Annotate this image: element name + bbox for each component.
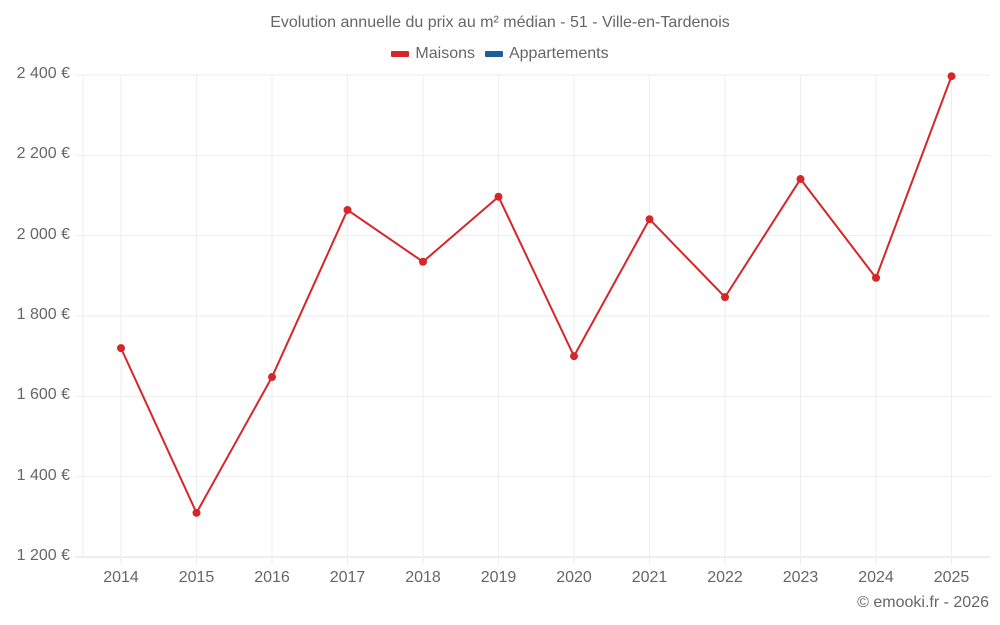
data-point[interactable] bbox=[570, 352, 578, 361]
data-point[interactable] bbox=[419, 257, 427, 266]
legend-label-appartements: Appartements bbox=[508, 45, 609, 62]
x-tick-label: 2017 bbox=[329, 569, 366, 586]
data-point[interactable] bbox=[268, 373, 276, 382]
x-tick-label: 2018 bbox=[405, 569, 441, 586]
x-tick-label: 2020 bbox=[556, 569, 592, 586]
data-point[interactable] bbox=[645, 215, 654, 224]
y-tick-label: 1 800 € bbox=[16, 306, 70, 323]
y-tick-label: 1 200 € bbox=[16, 547, 70, 564]
data-point[interactable] bbox=[721, 293, 729, 302]
x-tick-label: 2021 bbox=[631, 569, 668, 586]
data-point[interactable] bbox=[796, 175, 805, 184]
y-tick-label: 1 400 € bbox=[16, 466, 70, 484]
data-point[interactable] bbox=[117, 344, 125, 353]
data-point[interactable] bbox=[947, 72, 956, 81]
x-tick-label: 2023 bbox=[782, 569, 819, 586]
legend-item-maisons[interactable]: Maisons bbox=[391, 45, 475, 63]
data-point[interactable] bbox=[494, 192, 503, 201]
x-tick-label: 2022 bbox=[707, 569, 743, 586]
data-point[interactable] bbox=[192, 508, 201, 517]
series-line-maisons bbox=[120, 75, 953, 514]
credit-text: © emooki.fr - 2026 bbox=[857, 594, 989, 611]
x-tick-label: 2014 bbox=[103, 569, 139, 586]
y-tick-label: 2 000 € bbox=[16, 225, 70, 243]
data-point[interactable] bbox=[872, 273, 880, 282]
x-tick-label: 2016 bbox=[254, 569, 290, 586]
data-point[interactable] bbox=[343, 205, 352, 214]
legend-label-maisons: Maisons bbox=[415, 45, 475, 62]
chart-legend: Maisons Appartements bbox=[0, 45, 1000, 63]
x-tick-label: 2015 bbox=[178, 569, 215, 586]
y-tick-label: 2 400 € bbox=[16, 65, 70, 82]
x-tick-label: 2025 bbox=[933, 569, 970, 586]
y-tick-label: 2 200 € bbox=[16, 145, 70, 163]
legend-item-appartements[interactable]: Appartements bbox=[484, 45, 609, 63]
chart-title: Evolution annuelle du prix au m² médian … bbox=[270, 14, 730, 31]
legend-swatch-maisons bbox=[391, 51, 410, 57]
legend-swatch-appartements bbox=[484, 51, 503, 57]
x-tick-label: 2019 bbox=[480, 569, 517, 586]
x-tick-label: 2024 bbox=[858, 569, 894, 586]
y-tick-label: 1 600 € bbox=[16, 386, 70, 404]
